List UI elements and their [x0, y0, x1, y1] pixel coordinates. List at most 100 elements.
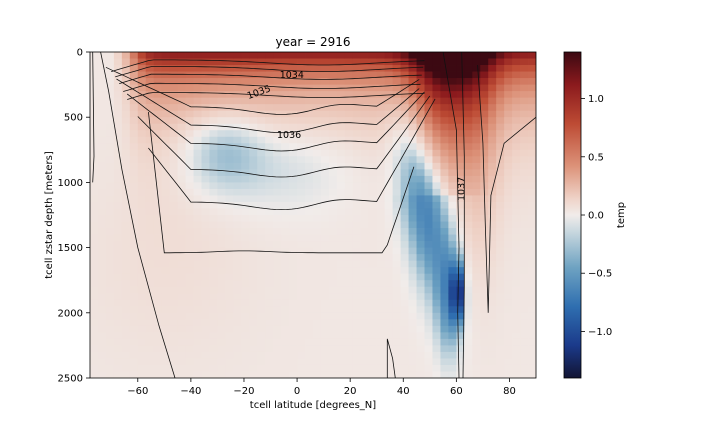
field-cell: [121, 293, 131, 301]
field-cell: [496, 234, 505, 242]
field-cell: [320, 175, 330, 183]
field-cell: [177, 299, 186, 307]
field-cell: [137, 149, 147, 157]
field-cell: [153, 208, 163, 216]
field-cell: [129, 234, 139, 242]
field-cell: [424, 195, 433, 203]
field-cell: [145, 110, 155, 118]
field-cell: [496, 221, 505, 229]
field-cell: [185, 351, 194, 359]
field-cell: [360, 273, 370, 281]
field-cell: [464, 162, 473, 170]
field-cell: [440, 345, 449, 353]
field-cell: [480, 91, 489, 99]
field-cell: [392, 143, 401, 151]
field-cell: [392, 97, 401, 105]
field-cell: [121, 110, 131, 118]
contour-label: 1037: [456, 177, 467, 201]
field-cell: [424, 299, 433, 307]
field-cell: [289, 97, 298, 105]
field-cell: [376, 201, 386, 209]
field-cell: [233, 325, 242, 333]
field-cell: [472, 306, 481, 314]
field-cell: [520, 345, 529, 353]
plot-frame: [89, 51, 537, 379]
field-cell: [129, 175, 139, 183]
field-cell: [281, 156, 290, 164]
field-cell: [416, 345, 425, 353]
field-cell: [448, 208, 457, 216]
field-cell: [440, 136, 449, 144]
field-cell: [217, 273, 226, 281]
density-contour: [123, 82, 421, 92]
field-cell: [129, 215, 139, 222]
field-cell: [257, 149, 266, 157]
field-cell: [257, 306, 266, 314]
field-cell: [520, 117, 529, 125]
field-cell: [464, 65, 473, 72]
field-cell: [201, 338, 210, 346]
field-cell: [344, 97, 354, 105]
field-cell: [193, 156, 202, 164]
field-cell: [121, 201, 131, 209]
field-cell: [193, 58, 202, 66]
field-cell: [424, 175, 433, 183]
field-cell: [265, 215, 274, 222]
field-cell: [257, 84, 266, 92]
field-cell: [360, 351, 370, 359]
field-cell: [456, 104, 465, 112]
field-cell: [320, 371, 330, 378]
field-cell: [408, 71, 417, 79]
field-cell: [344, 228, 354, 235]
field-cell: [121, 149, 131, 157]
field-cell: [448, 78, 457, 85]
field-cell: [225, 156, 234, 164]
field-cell: [289, 136, 298, 144]
field-cell: [209, 84, 218, 92]
field-cell: [368, 182, 378, 190]
field-cell: [344, 286, 354, 294]
field-cell: [273, 91, 282, 99]
field-cell: [472, 273, 481, 281]
field-cell: [297, 286, 306, 294]
field-cell: [241, 332, 250, 340]
field-cell: [249, 123, 258, 131]
field-cell: [480, 351, 489, 359]
field-cell: [169, 299, 178, 307]
field-cell: [113, 201, 123, 209]
field-cell: [496, 110, 505, 118]
field-cell: [121, 247, 131, 255]
field-cell: [512, 286, 521, 294]
field-cell: [129, 195, 139, 203]
field-cell: [265, 221, 274, 229]
field-cell: [352, 58, 362, 66]
field-cell: [129, 169, 139, 177]
field-cell: [320, 169, 330, 177]
field-cell: [90, 130, 99, 138]
field-cell: [137, 156, 147, 164]
field-cell: [137, 110, 147, 118]
field-cell: [344, 358, 354, 366]
field-cell: [520, 260, 529, 268]
field-cell: [456, 65, 465, 72]
field-cell: [488, 201, 497, 209]
field-cell: [464, 58, 473, 66]
field-cell: [480, 215, 489, 222]
field-cell: [137, 58, 147, 66]
field-cell: [313, 299, 322, 307]
field-cell: [281, 371, 290, 378]
field-cell: [400, 162, 409, 170]
field-cell: [129, 71, 139, 79]
field-cell: [496, 306, 505, 314]
field-cell: [177, 319, 186, 327]
field-cell: [528, 195, 536, 203]
field-cell: [424, 319, 433, 327]
field-cell: [384, 228, 394, 235]
field-cell: [344, 306, 354, 314]
field-cell: [344, 175, 354, 183]
field-cell: [193, 201, 202, 209]
field-cell: [169, 312, 178, 320]
field-cell: [265, 241, 274, 248]
field-cell: [209, 110, 218, 118]
field-cell: [528, 338, 536, 346]
